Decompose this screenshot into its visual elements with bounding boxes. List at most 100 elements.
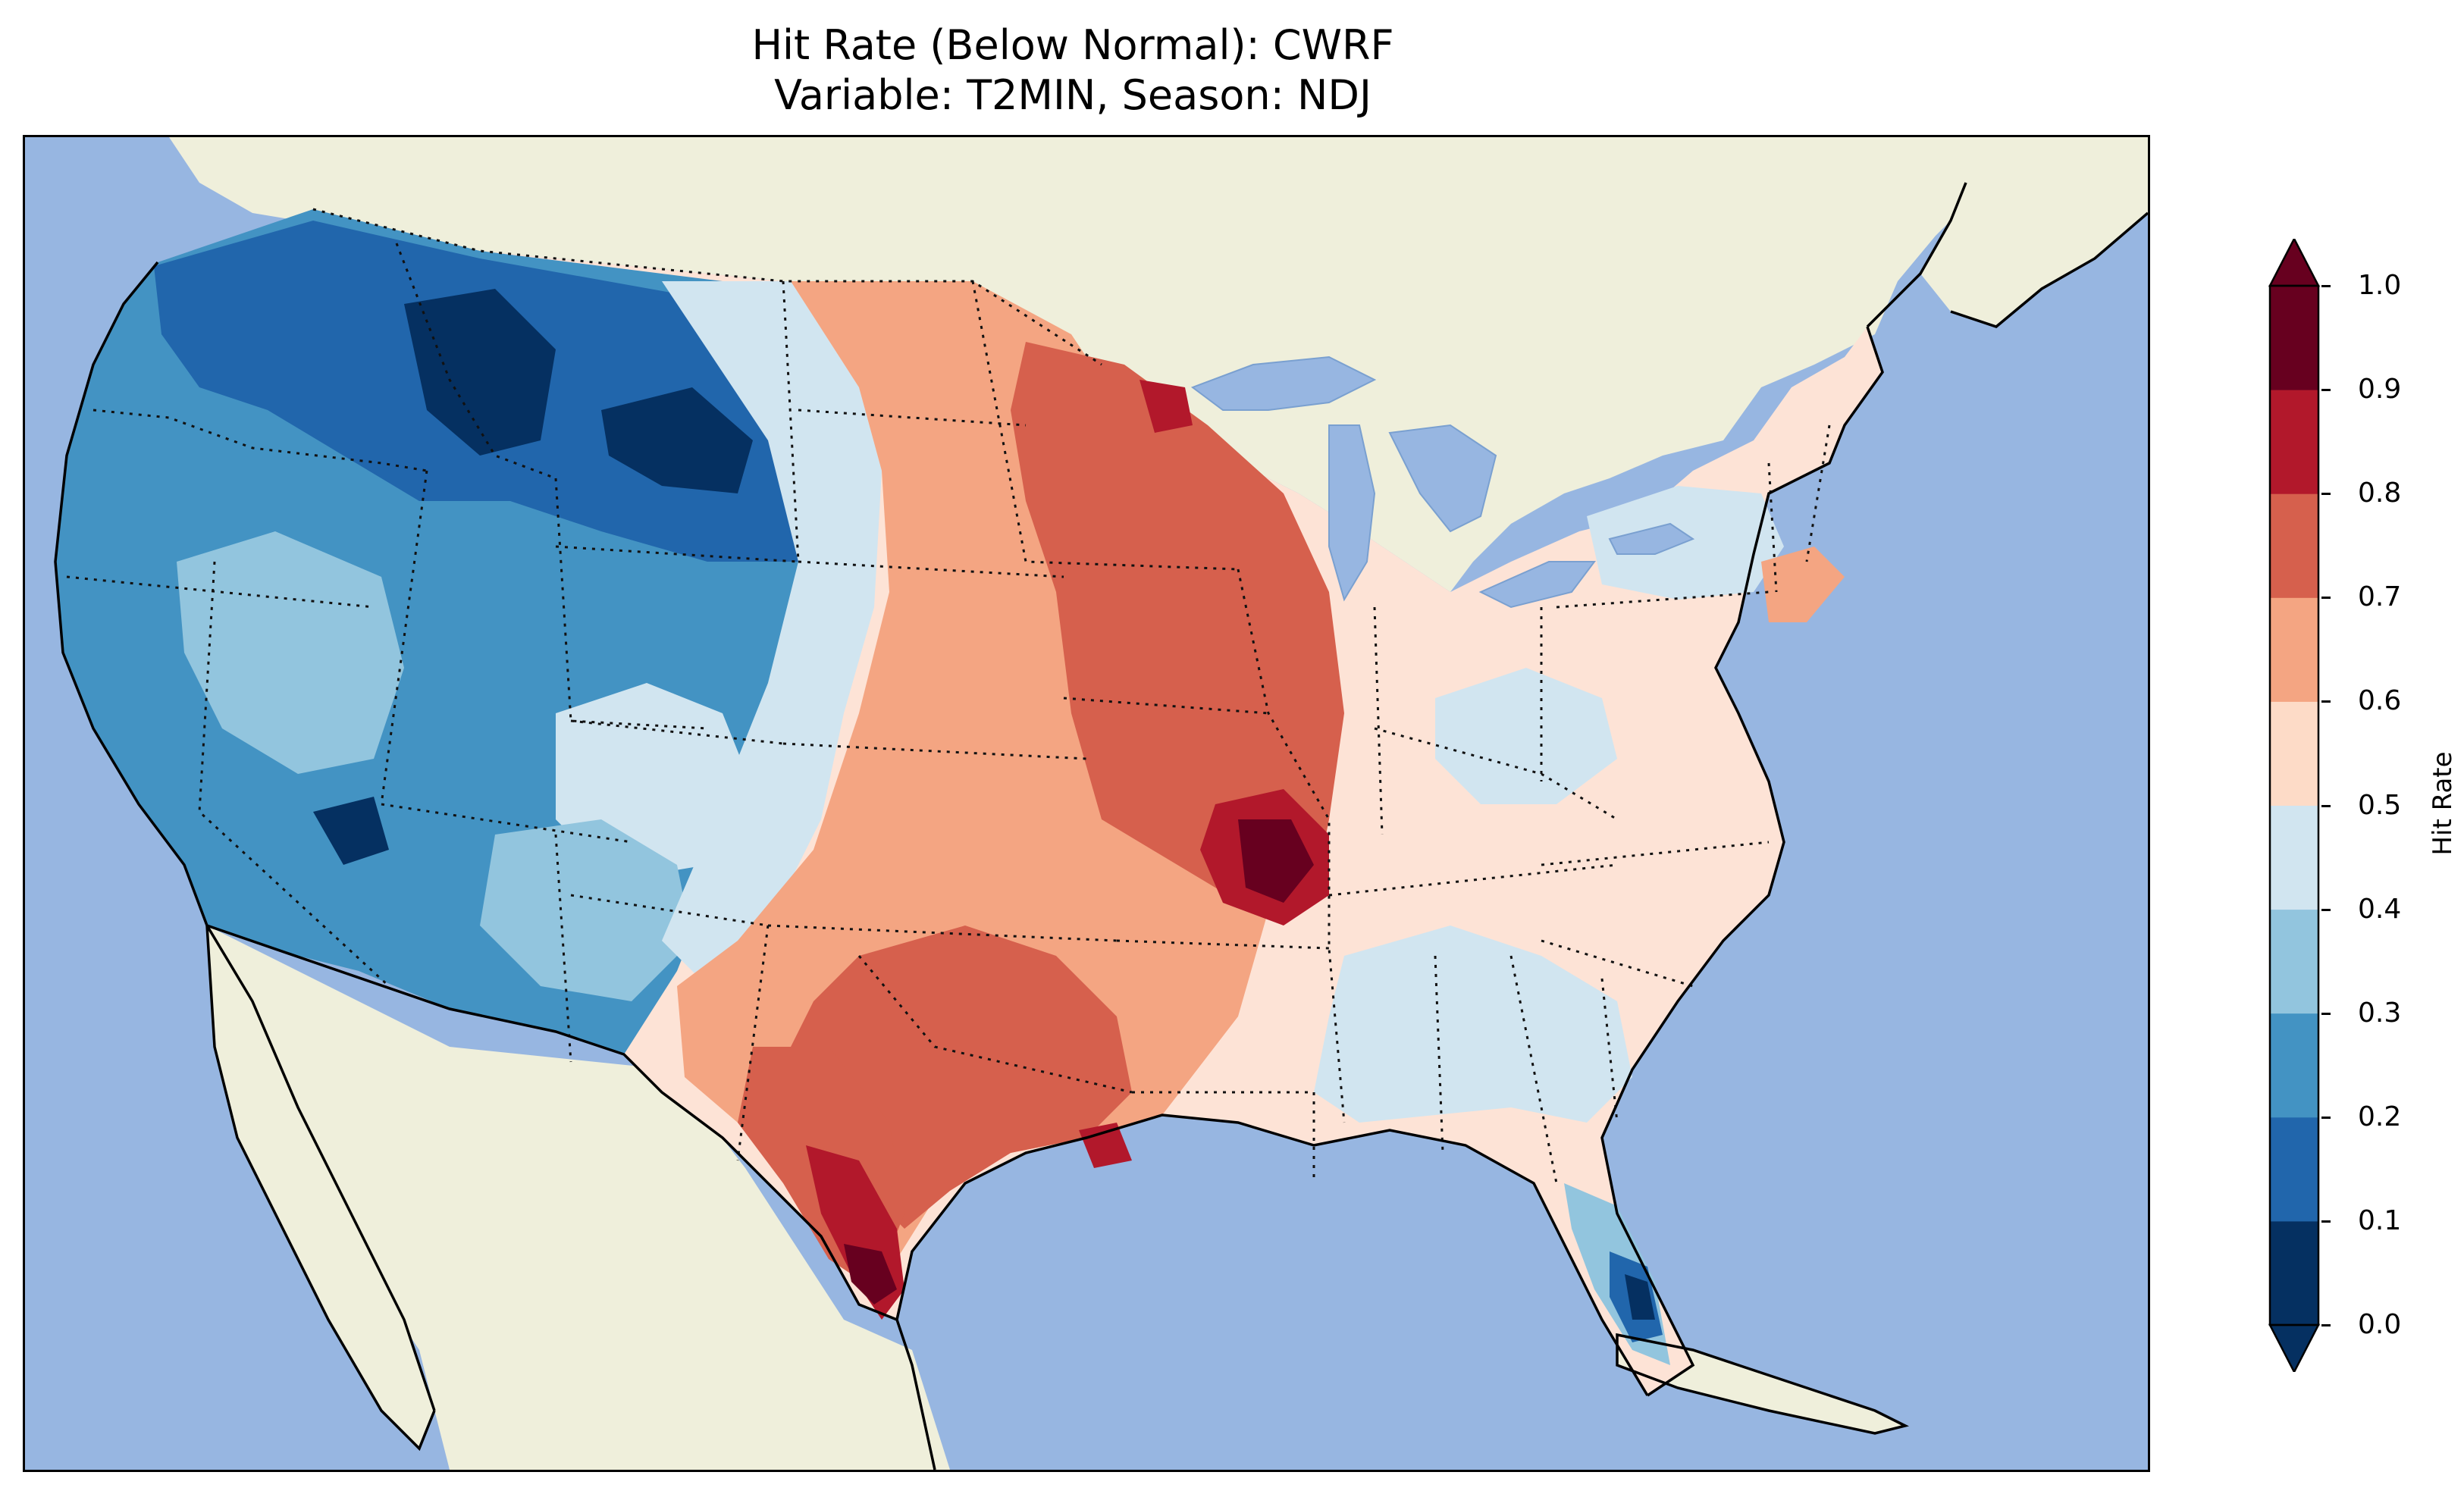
colorbar-extend-max-arrow — [2268, 239, 2321, 287]
region-texas-big-bend-10 — [844, 1244, 897, 1305]
border-va-nc — [1541, 841, 1770, 866]
lake-ontario — [1608, 522, 1695, 555]
border-ms-al — [1434, 955, 1444, 1154]
canada-maritime-coast — [1866, 182, 2148, 328]
colorbar-bin-0.4-0.5 — [2270, 805, 2318, 910]
colorbar-bin-0.1-0.2 — [2270, 1117, 2318, 1222]
colorbar-bin-0.2-0.3 — [2270, 1013, 2318, 1118]
region-montana-east-0 — [601, 387, 753, 493]
region-idaho-montana-0 — [404, 289, 556, 456]
border-or-ca — [66, 575, 375, 609]
lake-erie — [1478, 561, 1596, 609]
us-mexico-border — [206, 924, 898, 1321]
colorbar-tick-label: 0.2 — [2358, 1101, 2402, 1132]
border-mt-wy — [555, 545, 799, 563]
colorbar-tick-mark — [2321, 1116, 2331, 1119]
colorbar-bins — [2270, 286, 2318, 1326]
hit-rate-field — [55, 209, 1845, 1365]
great-lakes — [1190, 355, 1695, 609]
gulf-coast — [895, 1113, 1649, 1396]
colorbar-tick-mark — [2321, 700, 2331, 703]
region-new-england-06 — [1761, 547, 1845, 622]
border-new-england — [1767, 424, 1831, 593]
canada-land — [169, 137, 1981, 592]
colorbar — [2268, 239, 2321, 1372]
colorbar-tick-label: 0.0 — [2358, 1309, 2402, 1340]
colorbar-tick-label: 0.4 — [2358, 893, 2402, 925]
colorbar-tick-mark — [2321, 1220, 2331, 1223]
baja-west-coast — [205, 925, 436, 1452]
map-panel — [23, 135, 2150, 1472]
region-colorado-03 — [480, 819, 692, 1001]
lake-michigan — [1328, 424, 1376, 602]
west-coast — [54, 261, 436, 1411]
colorbar-tick-mark — [2321, 1324, 2331, 1326]
colorbar-extend-min-arrow — [2268, 1323, 2321, 1372]
border-co-nm — [570, 894, 769, 927]
region-upper-midwest-07 — [1011, 342, 1344, 910]
region-nevada-0 — [313, 797, 389, 865]
mexico-land — [207, 926, 950, 1470]
lake-superior — [1190, 355, 1377, 411]
colorbar-bin-0.3-0.4 — [2270, 909, 2318, 1014]
border-ok-tx — [857, 955, 1133, 1094]
colorbar-bin-0.7-0.8 — [2270, 493, 2318, 598]
colorbar-label: Hit Rate — [2428, 751, 2458, 856]
colorbar-tick-mark — [2321, 389, 2331, 392]
border-ut-az — [381, 803, 632, 844]
colorbar-tick-label: 0.7 — [2358, 581, 2402, 613]
colorbar-tick-mark — [2321, 804, 2331, 807]
border-ca-nv — [198, 561, 390, 988]
colorbar-outline — [2268, 284, 2320, 1326]
colorbar-tick-mark — [2321, 1012, 2331, 1015]
region-louisiana-09 — [1079, 1123, 1132, 1168]
border-az-nm — [554, 834, 572, 1063]
border-nm-tx — [736, 925, 770, 1161]
border-nc-sc-ga — [1541, 939, 1694, 1123]
colorbar-bin-0.0-0.1 — [2270, 1220, 2318, 1326]
east-coast — [1600, 326, 1884, 1397]
region-florida-00 — [1625, 1274, 1655, 1320]
colorbar-tick-label: 0.6 — [2358, 685, 2402, 717]
state-borders — [66, 208, 1831, 1184]
lake-huron — [1388, 424, 1497, 533]
border-in-il — [1373, 606, 1384, 835]
colorbar-tick-mark — [2321, 908, 2331, 911]
canada-east-land — [1920, 137, 2148, 327]
colorbar-tick-label: 0.1 — [2358, 1204, 2402, 1236]
cuba-coast — [1616, 1333, 1910, 1435]
colorbar-bin-0.6-0.7 — [2270, 597, 2318, 702]
colorbar-bin-0.5-0.6 — [2270, 701, 2318, 806]
colorbar-tick-mark — [2321, 285, 2331, 287]
border-mississippi-river — [1237, 568, 1346, 1123]
border-dakotas — [782, 280, 1027, 562]
colorbar-tick-mark — [2321, 597, 2331, 600]
border-id-wy-ut — [380, 470, 708, 805]
colorbar-tick-label: 0.5 — [2358, 789, 2402, 821]
baja-land — [207, 926, 434, 1449]
colorbar-tick-mark — [2321, 493, 2331, 496]
border-ia-mo — [1063, 697, 1269, 715]
border-wa-or — [92, 409, 428, 472]
region-mississippi-10 — [1238, 819, 1314, 903]
mexico-east-coast — [895, 1319, 936, 1470]
colorbar-tick-label: 0.3 — [2358, 997, 2402, 1029]
region-southeast-04 — [1314, 926, 1632, 1123]
map-svg — [25, 137, 2148, 1470]
border-id-mt — [395, 243, 556, 480]
region-wisconsin-09 — [1140, 380, 1193, 433]
map-subtitle: Variable: T2MIN, Season: NDJ — [774, 71, 1372, 119]
map-title: Hit Rate (Below Normal): CWRF — [751, 21, 1394, 69]
colorbar-bin-0.9-1.0 — [2270, 286, 2318, 390]
border-al-ga — [1509, 955, 1558, 1184]
coastlines — [54, 182, 2148, 1470]
region-ohio-valley-04 — [1435, 668, 1617, 804]
border-tn-ky — [1328, 863, 1618, 897]
colorbar-bin-0.8-0.9 — [2270, 390, 2318, 494]
colorbar-tick-label: 1.0 — [2358, 270, 2402, 301]
region-plains-04 — [662, 281, 882, 986]
border-ks-ok — [767, 924, 1118, 942]
colorbar-tick-label: 0.8 — [2358, 478, 2402, 509]
region-west-03 — [177, 531, 404, 774]
border-ar-la — [1132, 1091, 1315, 1183]
